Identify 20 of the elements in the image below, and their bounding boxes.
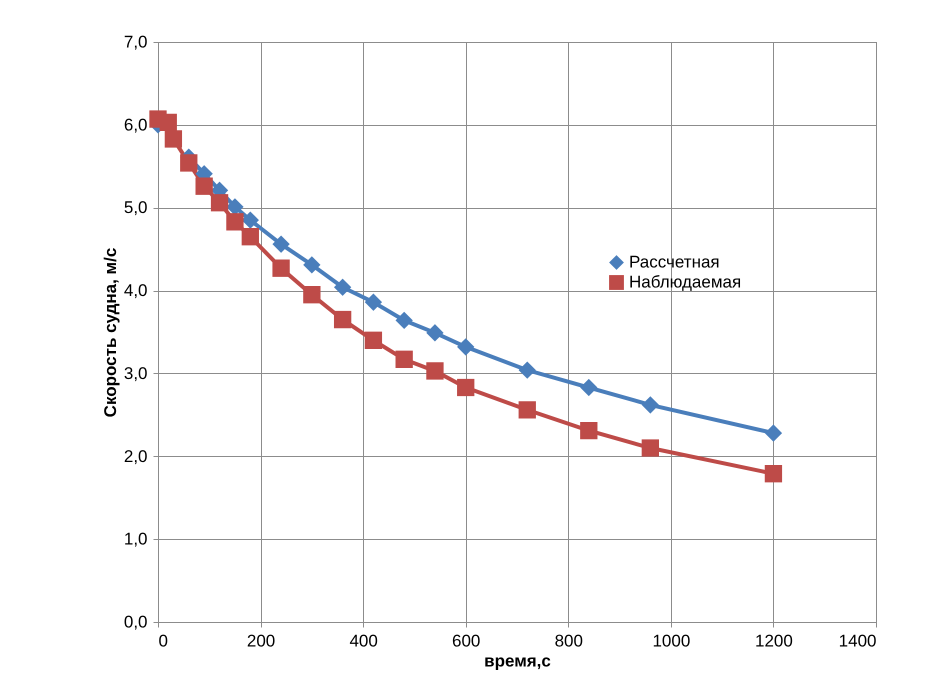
y-axis-title: Скорость судна, м/с bbox=[100, 248, 120, 418]
y-tick-label: 3,0 bbox=[124, 364, 148, 383]
x-tick-label: 800 bbox=[554, 632, 583, 650]
x-tick-label: 400 bbox=[349, 632, 378, 650]
x-tick-label: 0 bbox=[158, 632, 168, 650]
y-tick-label: 1,0 bbox=[124, 530, 148, 549]
x-tick-label: 1000 bbox=[652, 632, 690, 650]
y-tick-label: 5,0 bbox=[124, 198, 148, 218]
legend-label: Наблюдаемая bbox=[629, 272, 742, 292]
x-axis-title: время,с bbox=[484, 652, 551, 670]
y-tick-label: 4,0 bbox=[124, 281, 148, 300]
y-tick-label: 0,0 bbox=[124, 612, 148, 632]
y-tick-label: 7,0 bbox=[124, 32, 148, 52]
x-tick-label: 1400 bbox=[838, 632, 876, 650]
legend-label: Рассчетная bbox=[629, 252, 720, 272]
y-tick-label: 6,0 bbox=[124, 115, 148, 134]
x-tick-label: 600 bbox=[452, 632, 480, 650]
x-tick-label: 1200 bbox=[755, 632, 793, 650]
x-tick-label: 200 bbox=[246, 632, 276, 650]
y-tick-label: 2,0 bbox=[124, 446, 148, 466]
